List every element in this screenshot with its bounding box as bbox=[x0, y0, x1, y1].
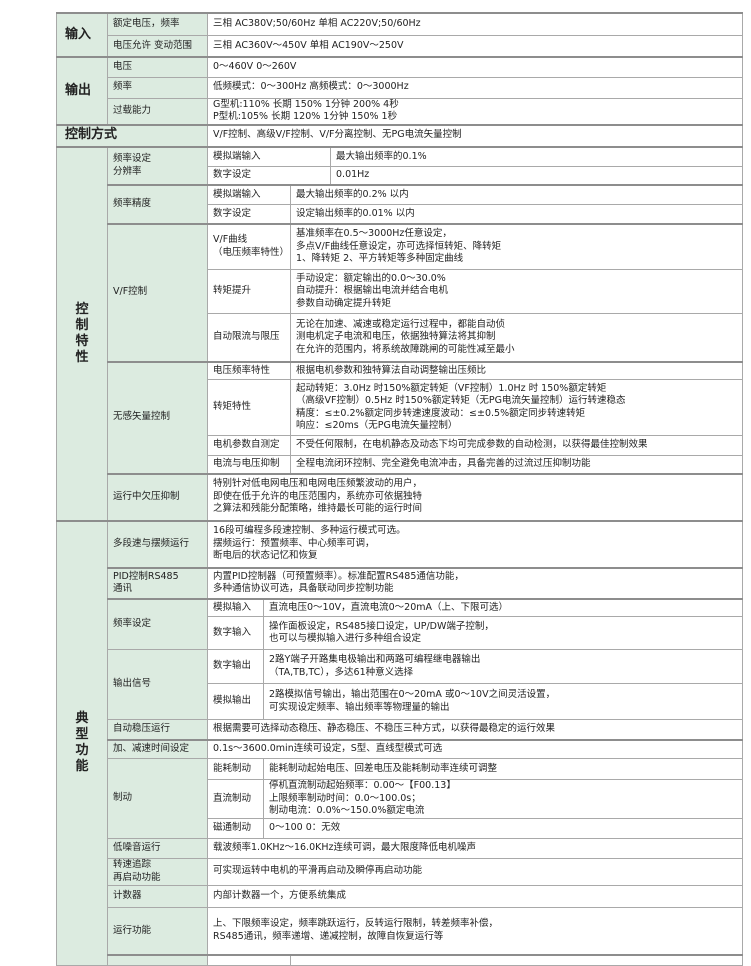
group-label: 转速追踪 再启动功能 bbox=[107, 857, 208, 886]
row-value: 内置PID控制器（可预置频率）。标准配置RS485通信功能， 多种通信协议可选，… bbox=[206, 566, 744, 599]
row-label: 电压 bbox=[107, 56, 208, 78]
row-value: 0～460V 0～260V bbox=[206, 56, 744, 78]
row-value: 三相 AC360V～450V 单相 AC190V～250V bbox=[206, 34, 744, 58]
row-value: 设定输出频率的0.01% 以内 bbox=[289, 204, 744, 224]
sub-label: 磁通制动 bbox=[207, 817, 264, 839]
section-control-mode: 控制方式 bbox=[56, 123, 208, 147]
group-label: 频率设定 bbox=[107, 597, 208, 650]
row-label: 电压允许 变动范围 bbox=[107, 34, 208, 58]
sub-label: 数字输出 bbox=[207, 649, 264, 684]
sub-label: V/F曲线 （电压频率特性） bbox=[207, 222, 291, 270]
group-label: V/F控制 bbox=[107, 222, 208, 362]
row-value: 全程电流闭环控制、完全避免电流冲击，具备完善的过流过压抑制功能 bbox=[289, 455, 744, 474]
row-value: 内部计数器一个，方便系统集成 bbox=[206, 884, 744, 908]
sub-label: 数字设定 bbox=[207, 204, 291, 224]
row-value: G型机:110% 长期 150% 1分钟 200% 4秒 P型机:105% 长期… bbox=[206, 97, 744, 125]
row-value: 载波频率1.0KHz～16.0KHz连续可调，最大限度降低电机噪声 bbox=[206, 837, 744, 859]
group-label: 加、减速时间设定 bbox=[107, 738, 208, 759]
row-value: 2路Y端子开路集电极输出和两路可编程继电器输出 （TA,TB,TC），多达61种… bbox=[262, 649, 744, 684]
section-typical-functions: 典 型 功 能 bbox=[56, 519, 108, 966]
group-label: 频率精度 bbox=[107, 183, 208, 224]
group-label: 多段速与摆频运行 bbox=[107, 519, 208, 568]
row-value: 0.1s～3600.0min连续可设定，S型、直线型模式可选 bbox=[206, 738, 744, 759]
sub-label: 数字输入 bbox=[207, 616, 264, 650]
group-label: PID控制RS485 通讯 bbox=[107, 566, 208, 599]
sub-label: 模拟端输入 bbox=[207, 183, 291, 205]
row-value: 不受任何限制，在电机静态及动态下均可完成参数的自动检测，以获得最佳控制效果 bbox=[289, 435, 744, 456]
group-label: 频率设定 分辨率 bbox=[107, 145, 208, 185]
group-label: 输出信号 bbox=[107, 649, 208, 720]
row-value: 能耗制动起始电压、回差电压及能耗制动率连续可调整 bbox=[262, 758, 744, 780]
sub-label: 模拟端输入 bbox=[207, 145, 331, 167]
section-control-features: 控 制 特 性 bbox=[56, 145, 108, 521]
row-value: 操作面板设定，RS485接口设定，UP/DW端子控制， 也可以与模拟输入进行多种… bbox=[262, 616, 744, 650]
sub-label: 电压频率特性 bbox=[207, 360, 291, 380]
sub-label: 直流制动 bbox=[207, 779, 264, 819]
row-value: 根据电机参数和独特算法自动调整输出压频比 bbox=[289, 360, 744, 380]
sub-label: 模拟输入 bbox=[207, 597, 264, 617]
sub-label: 转矩特性 bbox=[207, 379, 291, 436]
group-label: 制动 bbox=[107, 758, 208, 839]
sub-label: 转矩提升 bbox=[207, 269, 291, 314]
row-value: 基准频率在0.5～3000Hz任意设定， 多点V/F曲线任意设定，亦可选择恒转矩… bbox=[289, 222, 744, 270]
row-value: 0～100 0：无效 bbox=[262, 817, 744, 839]
row-value: 低频模式：0～300Hz 高频模式：0～3000Hz bbox=[206, 76, 744, 99]
row-value: 根据需要可选择动态稳压、静态稳压、不稳压三种方式，以获得最稳定的运行效果 bbox=[206, 719, 744, 740]
row-label: 额定电压，频率 bbox=[107, 12, 208, 36]
sub-label: 模拟输出 bbox=[207, 683, 264, 720]
section-output: 输出 bbox=[56, 56, 108, 125]
row-value: 无论在加速、减速或稳定运行过程中，都能自动侦 测电机定子电流和电压，依据独特算法… bbox=[289, 313, 744, 362]
row-value: V/F控制、高级V/F控制、V/F分离控制、无PG电流矢量控制 bbox=[206, 123, 744, 147]
row-value: 16段可编程多段速控制、多种运行模式可选。 摆频运行：预置频率、中心频率可调， … bbox=[206, 519, 744, 568]
row-value: 0.01Hz bbox=[330, 166, 744, 185]
row-value: 手动设定：额定输出的0.0～30.0% 自动提升：根据输出电流并结合电机 参数自… bbox=[289, 269, 744, 314]
sub-label: 电机参数自测定 bbox=[207, 435, 291, 456]
row-value: 起动转矩：3.0Hz 时150%额定转矩（VF控制）1.0Hz 时 150%额定… bbox=[289, 379, 744, 436]
sub-label: 电流与电压抑制 bbox=[207, 455, 291, 474]
group-label: 运行功能 bbox=[107, 906, 208, 956]
group-label: 无感矢量控制 bbox=[107, 360, 208, 474]
group-label: 运行中欠压抑制 bbox=[107, 472, 208, 521]
sub-label: 自动限流与限压 bbox=[207, 313, 291, 362]
section-input: 输入 bbox=[56, 12, 108, 58]
row-value: 最大输出频率的0.2% 以内 bbox=[289, 183, 744, 205]
group-label: 自动稳压运行 bbox=[107, 719, 208, 740]
row-value: 最大输出频率的0.1% bbox=[330, 145, 744, 167]
sub-label: 数字设定 bbox=[207, 166, 331, 185]
sub-label: 能耗制动 bbox=[207, 758, 264, 780]
row-value: 特别针对低电网电压和电网电压频繁波动的用户， 即使在低于允许的电压范围内，系统亦… bbox=[206, 472, 744, 521]
row-value: 上、下限频率设定，频率跳跃运行，反转运行限制，转差频率补偿， RS485通讯，频… bbox=[206, 906, 744, 956]
row-value: 停机直流制动起始频率：0.00～【F00.13】 上限频率制动时间：0.0～10… bbox=[262, 779, 744, 819]
row-value: 三相 AC380V;50/60Hz 单相 AC220V;50/60Hz bbox=[206, 12, 744, 36]
group-label: 计数器 bbox=[107, 884, 208, 908]
row-value: 直流电压0～10V，直流电流0～20mA（上、下限可选） bbox=[262, 597, 744, 617]
row-value: 2路模拟信号输出，输出范围在0～20mA 或0～10V之间灵活设置， 可实现设定… bbox=[262, 683, 744, 720]
row-label: 过载能力 bbox=[107, 97, 208, 125]
spec-table: 输入 额定电压，频率 三相 AC380V;50/60Hz 单相 AC220V;5… bbox=[56, 12, 744, 966]
row-label: 频率 bbox=[107, 76, 208, 99]
group-label: 低噪音运行 bbox=[107, 837, 208, 859]
row-value: 可实现运转中电机的平滑再启动及瞬停再启动功能 bbox=[206, 857, 744, 886]
